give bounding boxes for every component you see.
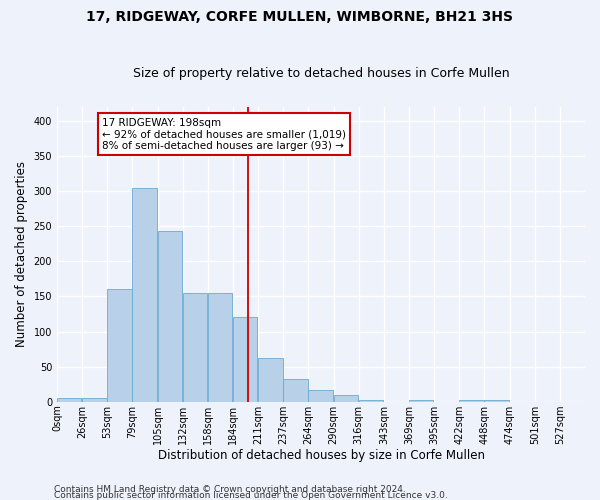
Bar — [359, 400, 383, 402]
X-axis label: Distribution of detached houses by size in Corfe Mullen: Distribution of detached houses by size … — [158, 450, 485, 462]
Text: Contains public sector information licensed under the Open Government Licence v3: Contains public sector information licen… — [54, 490, 448, 500]
Bar — [334, 396, 358, 402]
Bar — [57, 398, 82, 402]
Bar — [208, 293, 232, 402]
Bar — [233, 318, 257, 402]
Text: 17 RIDGEWAY: 198sqm
← 92% of detached houses are smaller (1,019)
8% of semi-deta: 17 RIDGEWAY: 198sqm ← 92% of detached ho… — [102, 118, 346, 151]
Bar — [258, 358, 283, 402]
Bar — [107, 290, 132, 402]
Bar — [409, 400, 433, 402]
Text: 17, RIDGEWAY, CORFE MULLEN, WIMBORNE, BH21 3HS: 17, RIDGEWAY, CORFE MULLEN, WIMBORNE, BH… — [86, 10, 514, 24]
Bar — [459, 400, 484, 402]
Title: Size of property relative to detached houses in Corfe Mullen: Size of property relative to detached ho… — [133, 66, 509, 80]
Bar — [484, 400, 509, 402]
Bar — [183, 293, 207, 402]
Bar — [133, 188, 157, 402]
Bar — [308, 390, 333, 402]
Y-axis label: Number of detached properties: Number of detached properties — [15, 162, 28, 348]
Bar — [283, 378, 308, 402]
Text: Contains HM Land Registry data © Crown copyright and database right 2024.: Contains HM Land Registry data © Crown c… — [54, 484, 406, 494]
Bar — [158, 231, 182, 402]
Bar — [82, 398, 107, 402]
